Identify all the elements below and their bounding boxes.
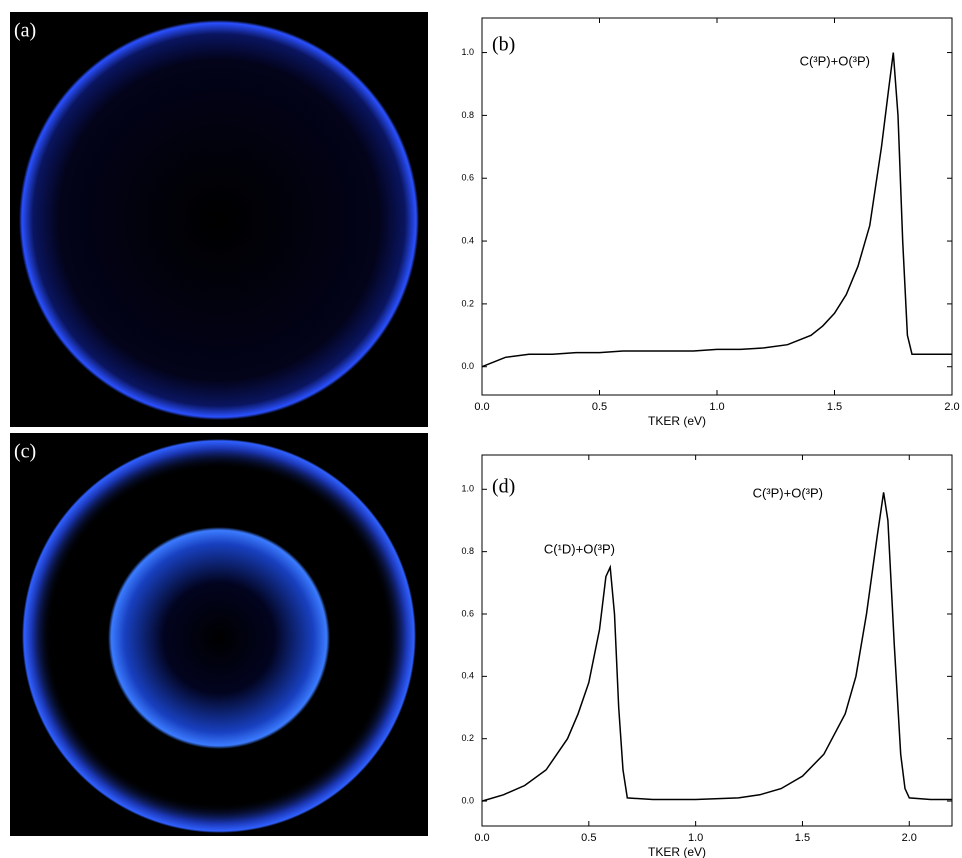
annotation: C(³P)+O(³P) bbox=[800, 53, 870, 68]
annotation: C(³P)+O(³P) bbox=[753, 485, 823, 500]
y-tick-label: 0.4 bbox=[461, 235, 474, 245]
y-tick-label: 0.4 bbox=[461, 671, 474, 681]
x-tick-label: 1.5 bbox=[827, 401, 842, 413]
ring bbox=[108, 527, 330, 749]
x-tick-label: 1.0 bbox=[688, 832, 703, 844]
y-tick-label: 0.8 bbox=[461, 546, 474, 556]
annotation: C(¹D)+O(³P) bbox=[544, 541, 615, 556]
line bbox=[481, 492, 952, 802]
x-tick-label: 1.0 bbox=[709, 401, 724, 413]
x-tick-label: 0.5 bbox=[592, 401, 607, 413]
panel-label: (c) bbox=[14, 441, 36, 463]
y-tick-label: 0.2 bbox=[461, 733, 474, 743]
line bbox=[481, 52, 952, 368]
y-tick-label: 0.8 bbox=[461, 110, 474, 120]
x-tick-label: 0.0 bbox=[474, 401, 489, 413]
x-axis-label: TKER (eV) bbox=[648, 845, 706, 858]
y-tick-label: 0.6 bbox=[461, 173, 474, 183]
x-tick-label: 2.0 bbox=[902, 832, 917, 844]
plot-frame bbox=[481, 17, 953, 396]
y-tick-label: 1.0 bbox=[461, 47, 474, 57]
plot-frame bbox=[481, 454, 953, 827]
x-tick-label: 1.5 bbox=[795, 832, 810, 844]
y-tick-label: 0.0 bbox=[461, 361, 474, 371]
panel-label: (d) bbox=[492, 476, 515, 498]
ring bbox=[19, 20, 419, 420]
y-tick-label: 0.2 bbox=[461, 298, 474, 308]
x-tick-label: 0.5 bbox=[581, 832, 596, 844]
panel-label: (a) bbox=[14, 20, 36, 42]
y-tick-label: 0.6 bbox=[461, 608, 474, 618]
y-tick-label: 1.0 bbox=[461, 484, 474, 494]
x-tick-label: 0.0 bbox=[474, 832, 489, 844]
x-axis-label: TKER (eV) bbox=[648, 414, 706, 428]
y-tick-label: 0.0 bbox=[461, 795, 474, 805]
panel-label: (b) bbox=[492, 34, 515, 56]
x-tick-label: 2.0 bbox=[944, 401, 959, 413]
